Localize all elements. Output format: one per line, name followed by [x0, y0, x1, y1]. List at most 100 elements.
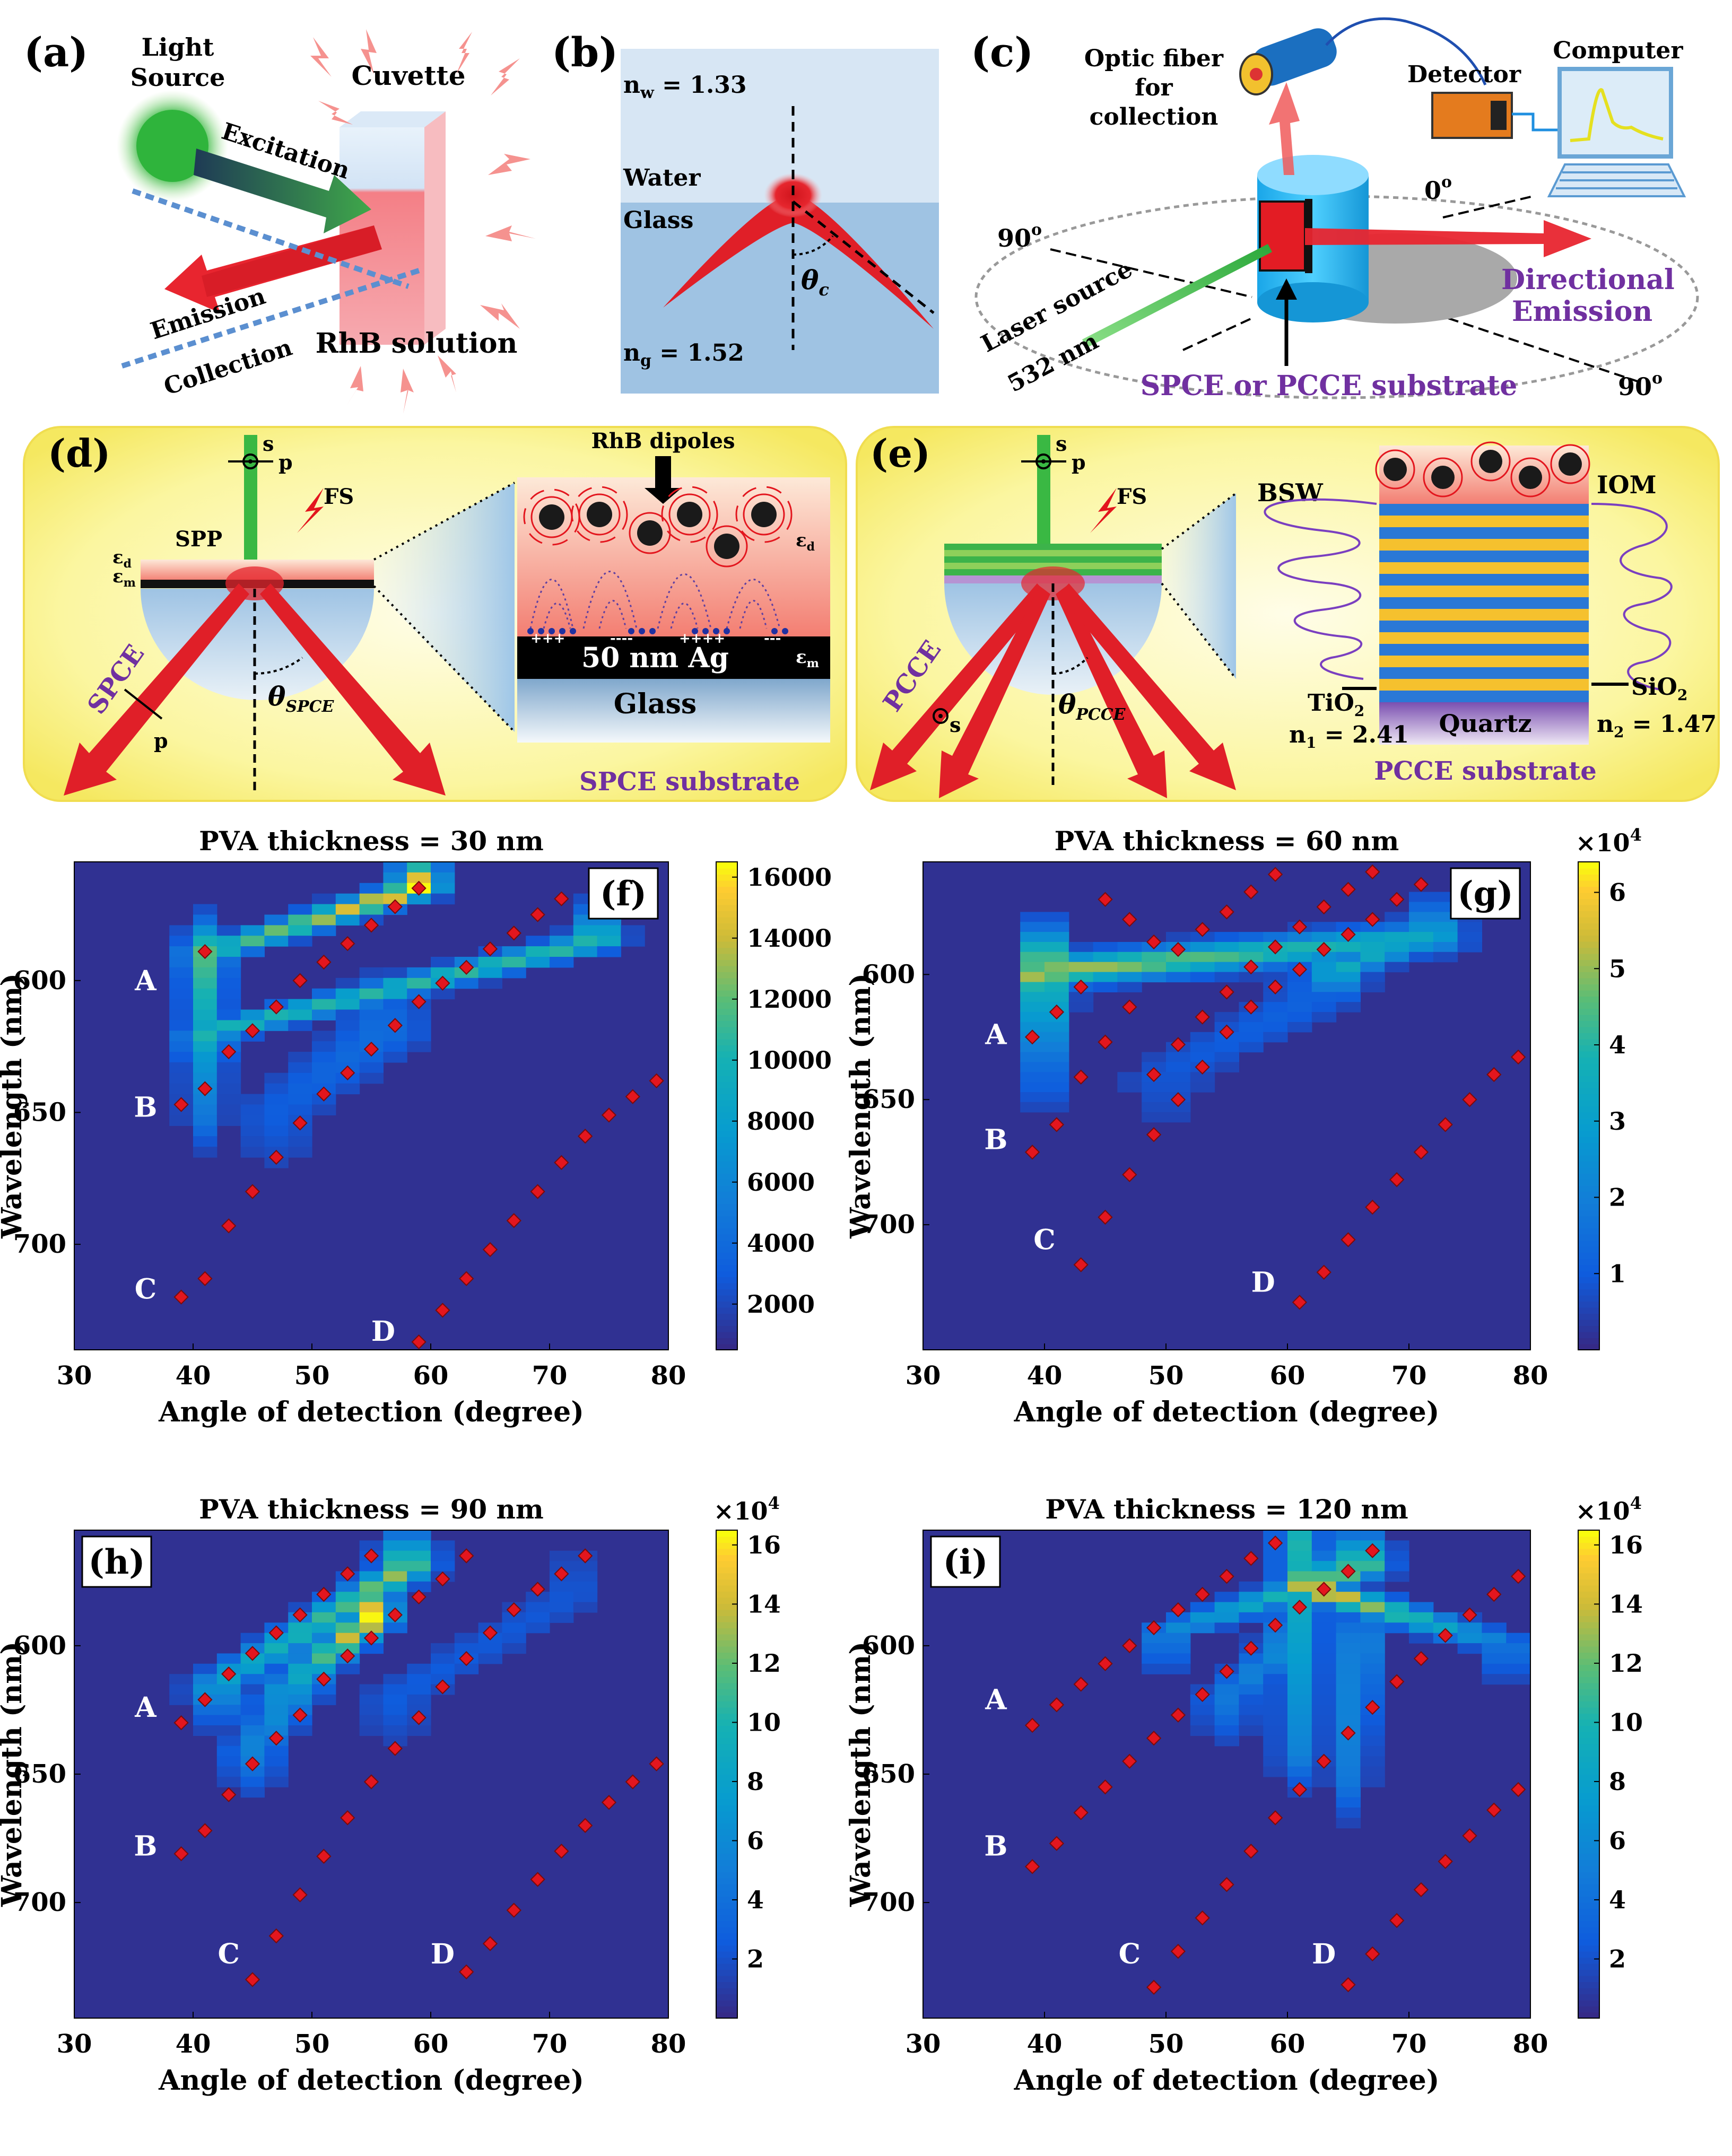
- heatmap-cell: [1093, 982, 1118, 992]
- heatmap-cell: [335, 1622, 360, 1634]
- data-point: [268, 1149, 284, 1165]
- eps-m-zoom: εm: [796, 647, 819, 670]
- data-point: [1243, 1640, 1259, 1656]
- colorbar-segment: [1578, 1118, 1599, 1125]
- cuvette-side: [424, 111, 446, 345]
- heatmap-cell: [383, 1009, 407, 1020]
- heatmap-cell: [573, 1581, 598, 1592]
- colorbar-segment: [716, 1542, 737, 1549]
- heatmap-cell: [431, 988, 455, 1000]
- data-point: [411, 994, 427, 1009]
- heatmap-cell: [383, 1550, 407, 1561]
- colorbar-segment: [716, 1963, 737, 1970]
- heatmap-cell: [288, 1633, 312, 1644]
- fiber-label-2: for: [1135, 74, 1173, 101]
- colorbar-tick-label: 1: [1609, 1259, 1626, 1288]
- colorbar-segment: [716, 1099, 737, 1106]
- heatmap-cell: [312, 1643, 336, 1654]
- cuvette-top: [340, 111, 446, 127]
- colorbar-segment: [716, 1289, 737, 1296]
- data-point: [1122, 1167, 1137, 1182]
- data-point: [1365, 1543, 1380, 1558]
- colorbar-segment: [716, 1567, 737, 1574]
- heatmap-cell: [1336, 1540, 1361, 1551]
- y-axis-label: Wavelength (nm): [849, 1642, 877, 1907]
- heatmap-cell: [383, 893, 407, 905]
- heatmap-cell: [1336, 1002, 1361, 1012]
- colorbar-segment: [716, 1548, 737, 1555]
- colorbar-segment: [1578, 1573, 1599, 1579]
- data-point: [1098, 1779, 1113, 1795]
- colorbar-segment: [1578, 929, 1599, 936]
- heatmap-cell: [1385, 962, 1409, 973]
- heatmap-cell: [169, 1083, 194, 1095]
- heatmap-cell: [407, 988, 431, 1000]
- heatmap-cell: [193, 1009, 217, 1020]
- panel-letter: (i): [943, 1542, 988, 1582]
- heatmap-cell: [264, 1776, 289, 1787]
- heatmap-cell: [1360, 962, 1385, 973]
- colorbar-segment: [716, 1191, 737, 1198]
- heatmap-cell: [1506, 1643, 1531, 1654]
- heatmap-cell: [1360, 1684, 1385, 1695]
- heatmap-cell: [526, 936, 550, 947]
- heatmap-cell: [193, 1125, 217, 1137]
- data-point: [292, 1887, 308, 1902]
- heatmap-cell: [169, 1031, 194, 1042]
- heatmap-cell: [240, 1684, 265, 1695]
- substrate-icon: [1259, 200, 1306, 272]
- colorbar-segment: [1578, 941, 1599, 948]
- data-point: [1316, 1753, 1331, 1769]
- solution-label: RhB solution: [316, 327, 518, 360]
- heatmap-cell: [359, 1602, 384, 1613]
- heatmap-cell: [312, 1041, 336, 1052]
- heatmap-cell: [1287, 942, 1312, 953]
- data-point: [482, 1242, 498, 1258]
- keyboard-keys: [1556, 171, 1677, 189]
- colorbar-segment: [1578, 1921, 1599, 1927]
- heatmap-cell: [383, 1602, 407, 1613]
- heatmap-cell: [1336, 1622, 1361, 1634]
- colorbar-segment: [716, 1829, 737, 1836]
- laser-label: Laser source: [977, 256, 1137, 358]
- heatmap-cell: [502, 957, 526, 968]
- heatmap-cell: [1311, 1012, 1337, 1023]
- heatmap-cell: [1068, 962, 1094, 973]
- heatmap-cell: [359, 1540, 384, 1551]
- data-point: [1146, 1620, 1162, 1636]
- heatmap-cell: [1263, 1633, 1288, 1644]
- data-point: [1122, 912, 1137, 927]
- colorbar-segment: [1578, 1069, 1599, 1076]
- data-point: [482, 1936, 498, 1951]
- colorbar-segment: [716, 1658, 737, 1665]
- heatmap-cell: [1263, 1002, 1288, 1012]
- heatmap-cell: [169, 1062, 194, 1073]
- colorbar-segment: [1578, 1658, 1599, 1665]
- detector-port: [1491, 101, 1507, 130]
- heatmap-cell: [193, 1684, 217, 1695]
- heatmap-cell: [1433, 942, 1458, 953]
- series-label: A: [985, 1684, 1007, 1716]
- colorbar-tick-label: 16000: [747, 863, 832, 892]
- x-tick-label: 30: [57, 1361, 92, 1391]
- colorbar-segment: [716, 1069, 737, 1076]
- data-point: [1438, 1628, 1453, 1643]
- data-point: [1316, 1264, 1331, 1280]
- heatmap-cell: [1263, 1674, 1288, 1685]
- colorbar-segment: [716, 1817, 737, 1823]
- heatmap-cell: [1190, 1725, 1215, 1736]
- heatmap-cell: [407, 1684, 431, 1695]
- bsw-label: BSW: [1257, 478, 1324, 507]
- data-point: [601, 1107, 617, 1123]
- heatmap-cell: [1336, 1705, 1361, 1716]
- panel-letter-box: [1450, 867, 1521, 920]
- heatmap-cell: [1336, 942, 1361, 953]
- heatmap-cell: [216, 1694, 241, 1705]
- colorbar-segment: [716, 935, 737, 942]
- heatmap-cell: [312, 988, 336, 1000]
- heatmap-cell: [407, 862, 431, 873]
- substrate-label: SPCE substrate: [579, 767, 800, 797]
- data-point: [197, 944, 213, 959]
- heatmap-cell: [264, 936, 289, 947]
- data-point: [1341, 1977, 1356, 1993]
